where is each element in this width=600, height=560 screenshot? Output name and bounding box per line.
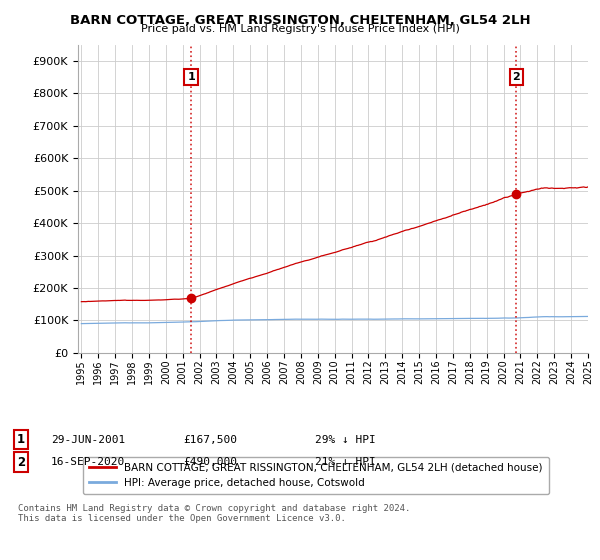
Text: 2: 2: [512, 72, 520, 82]
Text: Price paid vs. HM Land Registry's House Price Index (HPI): Price paid vs. HM Land Registry's House …: [140, 24, 460, 34]
Text: £167,500: £167,500: [183, 435, 237, 445]
Text: 2: 2: [17, 455, 25, 469]
Text: £490,000: £490,000: [183, 457, 237, 467]
Text: 1: 1: [17, 433, 25, 446]
Text: 29% ↓ HPI: 29% ↓ HPI: [315, 435, 376, 445]
Text: 16-SEP-2020: 16-SEP-2020: [51, 457, 125, 467]
Text: 21% ↓ HPI: 21% ↓ HPI: [315, 457, 376, 467]
Text: BARN COTTAGE, GREAT RISSINGTON, CHELTENHAM, GL54 2LH: BARN COTTAGE, GREAT RISSINGTON, CHELTENH…: [70, 14, 530, 27]
Text: Contains HM Land Registry data © Crown copyright and database right 2024.
This d: Contains HM Land Registry data © Crown c…: [18, 504, 410, 524]
Text: 1: 1: [187, 72, 195, 82]
Text: 29-JUN-2001: 29-JUN-2001: [51, 435, 125, 445]
Legend: BARN COTTAGE, GREAT RISSINGTON, CHELTENHAM, GL54 2LH (detached house), HPI: Aver: BARN COTTAGE, GREAT RISSINGTON, CHELTENH…: [83, 456, 548, 494]
